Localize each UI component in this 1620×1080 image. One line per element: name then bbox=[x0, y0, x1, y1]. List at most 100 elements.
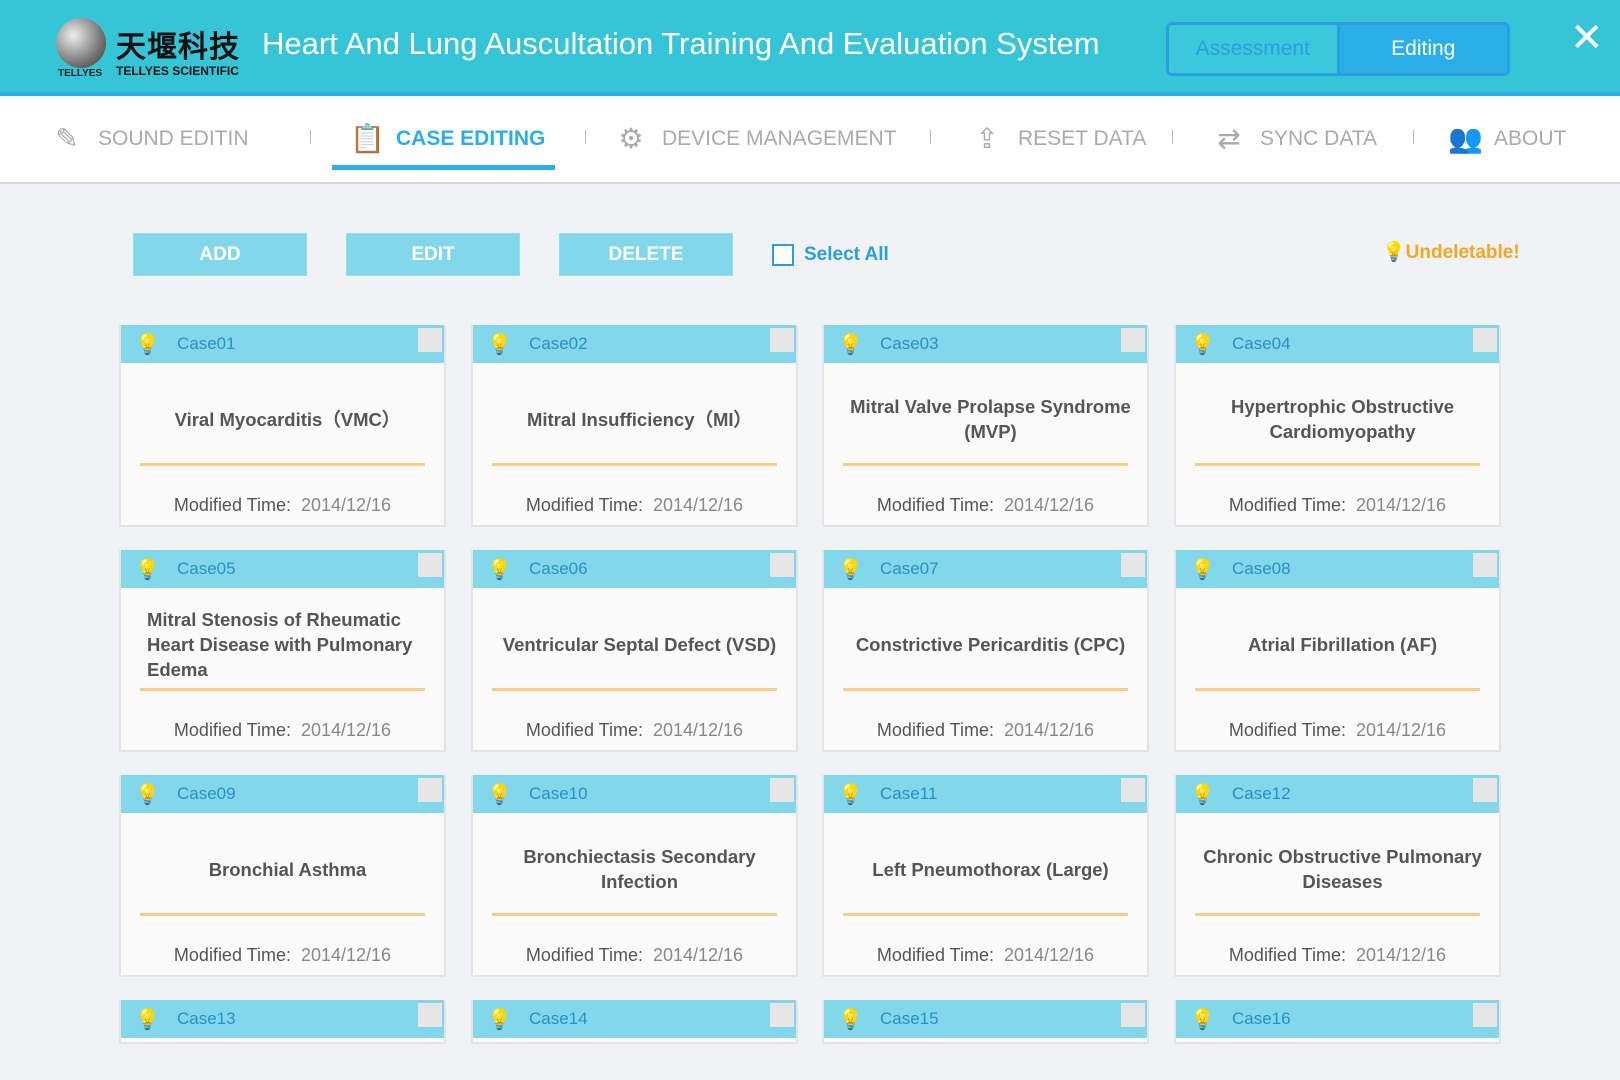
modified-label: Modified Time: bbox=[1228, 945, 1346, 965]
case-card-body: Mitral Valve Prolapse Syndrome (MVP) Modi… bbox=[824, 363, 1147, 525]
bulb-icon: 💡 bbox=[135, 783, 160, 806]
bulb-icon: 💡 bbox=[135, 333, 160, 356]
case-card-body bbox=[121, 1038, 444, 1042]
case-checkbox[interactable] bbox=[770, 328, 794, 352]
case-card[interactable]: 💡 Case05 Mitral Stenosis of Rheumatic Hear… bbox=[119, 550, 446, 752]
case-card-header: 💡 Case15 bbox=[824, 1000, 1147, 1038]
case-name: Chronic Obstructive Pulmonary Diseases bbox=[1203, 846, 1482, 892]
case-name: Bronchial Asthma bbox=[208, 858, 367, 880]
select-all-checkbox[interactable]: Select All bbox=[772, 244, 889, 266]
case-id: Case08 bbox=[1232, 559, 1291, 578]
edit-button[interactable]: EDIT bbox=[346, 233, 520, 276]
case-checkbox[interactable] bbox=[1121, 553, 1145, 577]
case-card[interactable]: 💡 Case15 bbox=[822, 1000, 1149, 1044]
checkbox-icon[interactable] bbox=[772, 244, 794, 266]
case-card-body: Ventricular Septal Defect (VSD) Modified … bbox=[473, 588, 796, 750]
app-header: TELLYES 天堰科技 TELLYES SCIENTIFIC Heart An… bbox=[0, 0, 1620, 96]
case-card[interactable]: 💡 Case03 Mitral Valve Prolapse Syndrome (M… bbox=[822, 325, 1149, 527]
case-card[interactable]: 💡 Case10 Bronchiectasis Secondary Infectio… bbox=[471, 775, 798, 977]
case-checkbox[interactable] bbox=[1121, 328, 1145, 352]
nav-tab-device-management[interactable]: ⚙ DEVICE MANAGEMENT bbox=[616, 96, 897, 182]
case-card[interactable]: 💡 Case02 Mitral Insufficiency（MI） Modified … bbox=[471, 325, 798, 527]
case-checkbox[interactable] bbox=[1473, 553, 1497, 577]
case-card[interactable]: 💡 Case14 bbox=[471, 1000, 798, 1044]
case-card[interactable]: 💡 Case13 bbox=[119, 1000, 446, 1044]
divider bbox=[492, 463, 777, 466]
main-nav: ✎ SOUND EDITIN 📋 CASE EDITING ⚙ DEVICE MANAGE… bbox=[0, 96, 1620, 184]
case-card[interactable]: 💡 Case09 Bronchial Asthma Modified Time: 201… bbox=[119, 775, 446, 977]
case-checkbox[interactable] bbox=[770, 553, 794, 577]
bulb-icon: 💡 bbox=[1190, 783, 1215, 806]
nav-divider bbox=[1172, 130, 1173, 144]
logo: TELLYES 天堰科技 TELLYES SCIENTIFIC bbox=[52, 16, 252, 82]
modified-date: 2014/12/16 bbox=[1355, 945, 1447, 965]
case-id: Case16 bbox=[1232, 1009, 1291, 1028]
case-checkbox[interactable] bbox=[418, 1003, 442, 1027]
case-card[interactable]: 💡 Case07 Constrictive Pericarditis (CPC) Mo… bbox=[822, 550, 1149, 752]
bulb-icon: 💡 bbox=[838, 783, 863, 806]
divider bbox=[843, 913, 1128, 916]
case-checkbox[interactable] bbox=[770, 778, 794, 802]
case-card[interactable]: 💡 Case01 Viral Myocarditis（VMC） Modified Ti… bbox=[119, 325, 446, 527]
delete-button[interactable]: DELETE bbox=[559, 233, 733, 276]
case-checkbox[interactable] bbox=[418, 778, 442, 802]
add-button[interactable]: ADD bbox=[133, 233, 307, 276]
case-id: Case07 bbox=[880, 559, 939, 578]
case-checkbox[interactable] bbox=[1121, 778, 1145, 802]
case-checkbox[interactable] bbox=[770, 1003, 794, 1027]
bulb-icon: 💡 bbox=[135, 1008, 160, 1031]
bulb-icon: 💡 bbox=[1190, 333, 1215, 356]
modified-time: Modified Time: 2014/12/16 bbox=[121, 945, 444, 966]
nav-tab-label: DEVICE MANAGEMENT bbox=[662, 127, 897, 150]
case-checkbox[interactable] bbox=[418, 328, 442, 352]
modified-label: Modified Time: bbox=[525, 495, 643, 515]
users-icon: 👥 bbox=[1448, 123, 1483, 154]
modified-date: 2014/12/16 bbox=[652, 945, 744, 965]
logo-mark-text: TELLYES bbox=[58, 68, 103, 79]
case-name: Hypertrophic Obstructive Cardiomyopathy bbox=[1230, 396, 1455, 442]
close-icon[interactable]: ✕ bbox=[1570, 16, 1604, 60]
case-checkbox[interactable] bbox=[418, 553, 442, 577]
case-card-body: Mitral Insufficiency（MI） Modified Time: 20… bbox=[473, 363, 796, 525]
case-checkbox[interactable] bbox=[1473, 328, 1497, 352]
case-name: Constrictive Pericarditis (CPC) bbox=[855, 633, 1126, 655]
undeletable-notice: 💡Undeletable! bbox=[1382, 240, 1520, 264]
select-all-label: Select All bbox=[804, 244, 889, 265]
case-card[interactable]: 💡 Case16 bbox=[1174, 1000, 1501, 1044]
nav-tab-sync-data[interactable]: ⇄ SYNC DATA bbox=[1214, 96, 1377, 182]
bulb-icon: 💡 bbox=[135, 558, 160, 581]
nav-divider bbox=[310, 130, 311, 144]
bulb-icon: 💡 bbox=[487, 558, 512, 581]
modified-time: Modified Time: 2014/12/16 bbox=[824, 945, 1147, 966]
case-card[interactable]: 💡 Case06 Ventricular Septal Defect (VSD) Mo… bbox=[471, 550, 798, 752]
divider bbox=[843, 688, 1128, 691]
modified-date: 2014/12/16 bbox=[1355, 495, 1447, 515]
bulb-icon: 💡 bbox=[838, 333, 863, 356]
case-card[interactable]: 💡 Case11 Left Pneumothorax (Large) Modified… bbox=[822, 775, 1149, 977]
bulb-icon: 💡 bbox=[1190, 558, 1215, 581]
nav-tab-case-editing[interactable]: 📋 CASE EDITING bbox=[331, 96, 556, 182]
modified-label: Modified Time: bbox=[173, 720, 291, 740]
nav-tab-reset-data[interactable]: ⇪ RESET DATA bbox=[972, 96, 1146, 182]
editing-mode-button[interactable]: Editing bbox=[1391, 37, 1456, 60]
case-checkbox[interactable] bbox=[1473, 1003, 1497, 1027]
modified-time: Modified Time: 2014/12/16 bbox=[1176, 720, 1499, 741]
case-id: Case09 bbox=[177, 784, 236, 803]
case-id: Case03 bbox=[880, 334, 939, 353]
case-id: Case13 bbox=[177, 1009, 236, 1028]
case-checkbox[interactable] bbox=[1121, 1003, 1145, 1027]
assessment-mode-button[interactable]: Assessment bbox=[1169, 25, 1340, 73]
case-card[interactable]: 💡 Case12 Chronic Obstructive Pulmonary Dis… bbox=[1174, 775, 1501, 977]
case-card[interactable]: 💡 Case04 Hypertrophic Obstructive Cardiomy… bbox=[1174, 325, 1501, 527]
nav-tab-about[interactable]: 👥 ABOUT bbox=[1448, 96, 1566, 182]
modified-time: Modified Time: 2014/12/16 bbox=[473, 495, 796, 516]
nav-tab-label: CASE EDITING bbox=[396, 127, 546, 150]
bulb-icon: 💡 bbox=[838, 558, 863, 581]
case-name: Mitral Valve Prolapse Syndrome (MVP) bbox=[850, 396, 1131, 442]
case-id: Case01 bbox=[177, 334, 236, 353]
case-card[interactable]: 💡 Case08 Atrial Fibrillation (AF) Modified … bbox=[1174, 550, 1501, 752]
modified-label: Modified Time: bbox=[525, 945, 643, 965]
case-checkbox[interactable] bbox=[1473, 778, 1497, 802]
nav-tab-sound-editin[interactable]: ✎ SOUND EDITIN bbox=[52, 96, 248, 182]
case-card-body bbox=[473, 1038, 796, 1042]
